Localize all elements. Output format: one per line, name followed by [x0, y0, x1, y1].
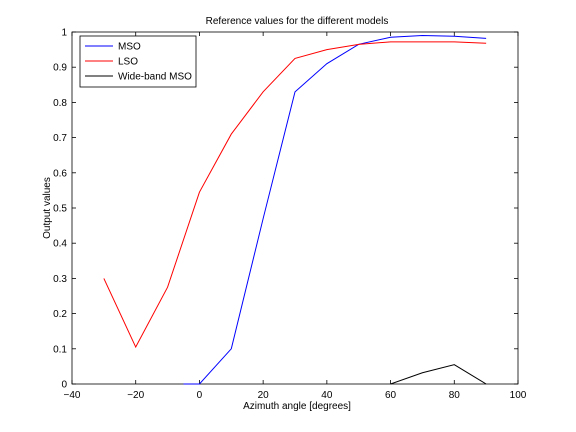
y-tick-label: 0.7: [53, 133, 67, 144]
y-axis-title: Output values: [42, 177, 53, 239]
x-tick-label: −20: [127, 390, 144, 401]
x-tick-label: 100: [510, 390, 527, 401]
y-tick-label: 1: [61, 28, 67, 39]
x-tick-label: 60: [385, 390, 397, 401]
y-tick-label: 0.1: [53, 344, 67, 355]
y-tick-label: 0: [61, 380, 67, 391]
legend: MSO LSO Wide-band MSO: [79, 35, 197, 88]
series-line-wide-band-mso: [390, 364, 487, 385]
chart-title: Reference values for the different model…: [206, 16, 389, 27]
x-tick-label: −40: [64, 390, 81, 401]
y-tick-label: 0.4: [53, 239, 67, 250]
y-tick-label: 0.8: [53, 98, 67, 109]
series-line-mso: [183, 35, 487, 385]
x-axis: −40 −20 0 20 40 60 80 100: [64, 32, 527, 401]
y-axis: 0 0.1 0.2 0.3 0.4 0.5 0.6 0.7 0.8 0.9 1: [53, 28, 518, 391]
y-tick-label: 0.2: [53, 309, 67, 320]
x-tick-label: 40: [321, 390, 333, 401]
x-tick-label: 20: [258, 390, 270, 401]
plot-area: [71, 31, 519, 385]
series-line-lso: [103, 41, 487, 349]
x-axis-title: Azimuth angle [degrees]: [243, 401, 351, 412]
y-tick-label: 0.3: [53, 274, 67, 285]
legend-label: LSO: [118, 57, 138, 68]
legend-label: Wide-band MSO: [118, 72, 192, 83]
x-tick-label: 0: [197, 390, 203, 401]
y-tick-label: 0.6: [53, 168, 67, 179]
y-tick-label: 0.9: [53, 63, 67, 74]
series-layer: [103, 35, 487, 385]
y-tick-label: 0.5: [53, 204, 67, 215]
x-tick-label: 80: [449, 390, 461, 401]
legend-label: MSO: [118, 42, 141, 53]
